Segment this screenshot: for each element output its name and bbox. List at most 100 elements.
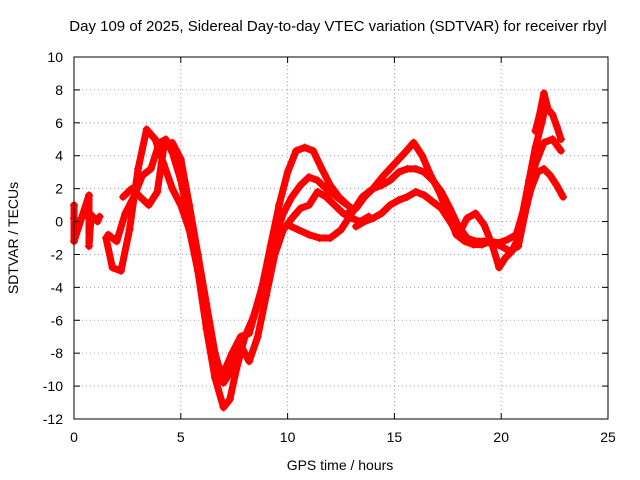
- data-point: [437, 187, 446, 196]
- y-tick-label: -2: [51, 246, 64, 262]
- data-point: [557, 146, 566, 155]
- data-point: [262, 291, 271, 300]
- data-point: [168, 138, 177, 147]
- data-point: [531, 143, 540, 152]
- data-point: [84, 191, 93, 200]
- data-point: [236, 340, 245, 349]
- data-point: [480, 237, 489, 246]
- data-point: [125, 225, 134, 234]
- data-point: [219, 378, 228, 387]
- data-point: [403, 192, 412, 201]
- data-point: [394, 168, 403, 177]
- data-point: [369, 214, 378, 223]
- data-point: [253, 299, 262, 308]
- data-point: [236, 332, 245, 341]
- x-tick-label: 0: [70, 429, 78, 445]
- data-point: [394, 196, 403, 205]
- y-tick-label: 8: [55, 82, 63, 98]
- data-point: [279, 225, 288, 234]
- data-point: [411, 164, 420, 173]
- y-tick-label: -4: [51, 279, 64, 295]
- data-point: [548, 135, 557, 144]
- data-point: [317, 164, 326, 173]
- data-point: [245, 329, 254, 338]
- data-point: [501, 253, 510, 262]
- data-point: [95, 212, 104, 221]
- data-point: [418, 151, 427, 160]
- data-point: [108, 263, 117, 272]
- data-point: [270, 250, 279, 259]
- data-point: [283, 168, 292, 177]
- series-line: [119, 139, 373, 387]
- series-line: [104, 135, 356, 377]
- data-point: [386, 176, 395, 185]
- data-point: [322, 192, 331, 201]
- data-point: [520, 209, 529, 218]
- data-point: [463, 234, 472, 242]
- data-point: [93, 217, 102, 226]
- data-point: [369, 184, 378, 193]
- data-point: [155, 138, 164, 147]
- data-point: [544, 105, 553, 114]
- data-point: [337, 225, 345, 234]
- data-point: [531, 159, 540, 168]
- y-tick-label: 6: [55, 115, 63, 131]
- plot-frame: [73, 56, 609, 420]
- data-point: [313, 187, 322, 196]
- data-point: [294, 225, 303, 234]
- data-point: [185, 201, 194, 210]
- data-point: [176, 155, 185, 164]
- y-tick-label: 10: [47, 49, 63, 65]
- data-point: [151, 135, 160, 144]
- data-point: [454, 230, 463, 239]
- series-5: [351, 164, 568, 272]
- data-point: [304, 230, 313, 239]
- data-point: [379, 171, 388, 180]
- data-point: [507, 247, 516, 256]
- data-point: [161, 135, 170, 144]
- data-point: [228, 365, 237, 374]
- data-point: [330, 191, 339, 200]
- data-point: [463, 214, 472, 223]
- data-point: [339, 197, 348, 206]
- data-point: [557, 135, 566, 144]
- data-point: [225, 395, 234, 404]
- data-point: [343, 209, 352, 218]
- data-point: [168, 184, 177, 193]
- data-point: [144, 201, 153, 210]
- data-point: [330, 201, 339, 210]
- chart-title: Day 109 of 2025, Sidereal Day-to-day VTE…: [69, 18, 606, 35]
- data-point: [351, 222, 360, 231]
- data-point: [514, 234, 523, 242]
- data-point: [134, 164, 143, 173]
- data-point: [527, 184, 536, 193]
- data-point: [360, 217, 369, 226]
- data-point: [127, 184, 136, 193]
- data-point: [146, 164, 155, 173]
- data-point: [159, 143, 168, 152]
- data-point: [112, 237, 121, 246]
- data-point: [401, 148, 410, 157]
- data-point: [142, 125, 151, 134]
- data-point: [531, 127, 540, 136]
- data-point: [121, 209, 130, 218]
- data-point: [390, 159, 399, 168]
- data-point: [437, 204, 446, 213]
- y-tick-label: 0: [55, 214, 63, 230]
- data-point: [546, 171, 555, 180]
- data-point: [253, 332, 262, 341]
- data-point: [87, 210, 96, 219]
- data-point: [533, 168, 542, 177]
- data-point: [296, 181, 305, 190]
- y-tick-label: 4: [55, 148, 63, 164]
- series-6: [531, 89, 566, 144]
- data-point: [279, 209, 288, 218]
- data-point: [428, 197, 437, 206]
- data-point: [420, 168, 429, 177]
- data-point: [119, 192, 128, 201]
- data-point: [104, 230, 113, 239]
- y-axis-label: SDTVAR / TECUs: [5, 182, 21, 294]
- data-point: [84, 242, 93, 251]
- data-point: [313, 176, 322, 185]
